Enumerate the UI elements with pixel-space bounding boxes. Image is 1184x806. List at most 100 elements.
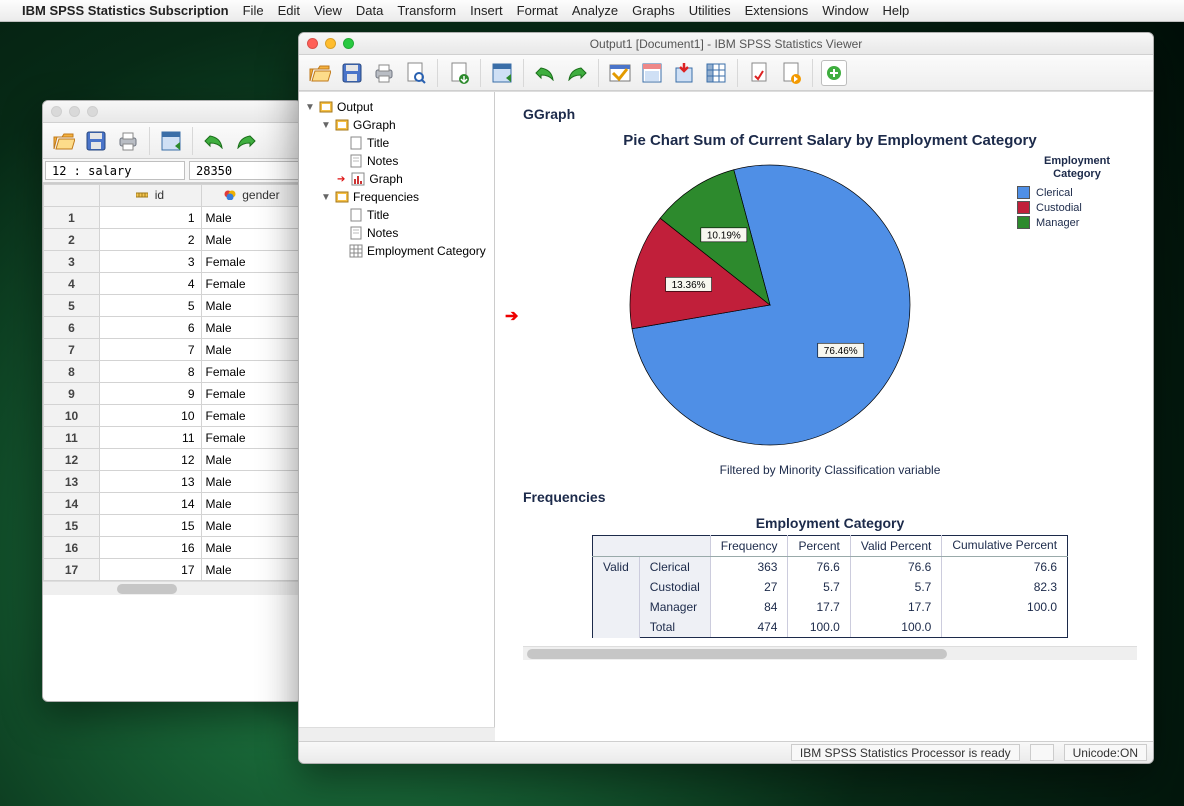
dialog-recall-button[interactable] (607, 60, 633, 86)
row-header[interactable]: 11 (44, 427, 100, 449)
disclosure-triangle-icon[interactable]: ▼ (321, 192, 331, 203)
export-button[interactable] (446, 60, 472, 86)
cell-gender[interactable]: Male (201, 449, 301, 471)
row-header[interactable]: 15 (44, 515, 100, 537)
menubar-item-view[interactable]: View (314, 3, 342, 18)
select-last-button[interactable] (639, 60, 665, 86)
cell-gender[interactable]: Female (201, 383, 301, 405)
redo-button[interactable] (233, 128, 259, 154)
redo-button[interactable] (564, 60, 590, 86)
cell-gender[interactable]: Male (201, 537, 301, 559)
menubar-item-insert[interactable]: Insert (470, 3, 503, 18)
table-row[interactable]: 1313Male (44, 471, 302, 493)
cell-value[interactable]: 28350 (189, 161, 299, 180)
outline-node-title[interactable]: Title (303, 206, 490, 224)
goto-data-button[interactable] (489, 60, 515, 86)
outline-node-notes[interactable]: Notes (303, 152, 490, 170)
table-row[interactable]: 55Male (44, 295, 302, 317)
menubar-item-format[interactable]: Format (517, 3, 558, 18)
outline-node-output[interactable]: ▼ Output (303, 98, 490, 116)
cell-id[interactable]: 12 (100, 449, 202, 471)
menubar-item-extensions[interactable]: Extensions (745, 3, 809, 18)
open-button[interactable] (307, 60, 333, 86)
table-row[interactable]: 1616Male (44, 537, 302, 559)
frequencies-table[interactable]: Frequency Percent Valid Percent Cumulati… (592, 535, 1068, 638)
run-script-button[interactable] (778, 60, 804, 86)
cell-gender[interactable]: Female (201, 361, 301, 383)
cell-gender[interactable]: Male (201, 471, 301, 493)
cell-id[interactable]: 6 (100, 317, 202, 339)
table-row[interactable]: 11Male (44, 207, 302, 229)
row-header[interactable]: 12 (44, 449, 100, 471)
add-button[interactable] (821, 60, 847, 86)
save-button[interactable] (339, 60, 365, 86)
menubar-item-analyze[interactable]: Analyze (572, 3, 618, 18)
minimize-icon[interactable] (69, 106, 80, 117)
cell-id[interactable]: 16 (100, 537, 202, 559)
table-row[interactable]: 1515Male (44, 515, 302, 537)
canvas-horizontal-scrollbar[interactable] (523, 646, 1137, 660)
freq-table-row[interactable]: Manager8417.717.7100.0 (592, 597, 1067, 617)
cell-gender[interactable]: Male (201, 295, 301, 317)
output-canvas[interactable]: GGraph Pie Chart Sum of Current Salary b… (495, 92, 1153, 741)
output-outline[interactable]: ▼ Output ▼ GGraph Title Notes ➔Graph ▼ F… (299, 92, 495, 727)
row-header[interactable]: 5 (44, 295, 100, 317)
outline-horizontal-scrollbar[interactable] (299, 727, 495, 741)
table-row[interactable]: 44Female (44, 273, 302, 295)
cell-id[interactable]: 1 (100, 207, 202, 229)
undo-button[interactable] (201, 128, 227, 154)
cell-id[interactable]: 7 (100, 339, 202, 361)
table-row[interactable]: 1111Female (44, 427, 302, 449)
menubar-app-name[interactable]: IBM SPSS Statistics Subscription (22, 3, 229, 18)
cell-gender[interactable]: Male (201, 207, 301, 229)
row-header[interactable]: 6 (44, 317, 100, 339)
minimize-icon[interactable] (325, 38, 336, 49)
cell-id[interactable]: 10 (100, 405, 202, 427)
row-header[interactable]: 2 (44, 229, 100, 251)
row-header[interactable]: 7 (44, 339, 100, 361)
menubar-item-transform[interactable]: Transform (397, 3, 456, 18)
open-button[interactable] (51, 128, 77, 154)
table-row[interactable]: 1212Male (44, 449, 302, 471)
print-preview-button[interactable] (403, 60, 429, 86)
outline-node-frequencies[interactable]: ▼ Frequencies (303, 188, 490, 206)
outline-node-graph[interactable]: ➔Graph (303, 170, 490, 188)
table-row[interactable]: 99Female (44, 383, 302, 405)
cell-id[interactable]: 11 (100, 427, 202, 449)
cell-gender[interactable]: Male (201, 317, 301, 339)
cell-id[interactable]: 17 (100, 559, 202, 581)
cell-id[interactable]: 14 (100, 493, 202, 515)
row-header[interactable]: 4 (44, 273, 100, 295)
row-header[interactable]: 1 (44, 207, 100, 229)
zoom-icon[interactable] (87, 106, 98, 117)
row-header[interactable]: 10 (44, 405, 100, 427)
close-icon[interactable] (307, 38, 318, 49)
table-row[interactable]: 33Female (44, 251, 302, 273)
table-row[interactable]: 1414Male (44, 493, 302, 515)
cell-id[interactable]: 15 (100, 515, 202, 537)
table-row[interactable]: 22Male (44, 229, 302, 251)
data-horizontal-scrollbar[interactable] (43, 581, 301, 595)
menubar-item-graphs[interactable]: Graphs (632, 3, 675, 18)
designate-window-button[interactable] (746, 60, 772, 86)
cell-id[interactable]: 9 (100, 383, 202, 405)
row-header[interactable]: 3 (44, 251, 100, 273)
cell-gender[interactable]: Male (201, 559, 301, 581)
goto-button[interactable] (158, 128, 184, 154)
cell-id[interactable]: 8 (100, 361, 202, 383)
cell-id[interactable]: 3 (100, 251, 202, 273)
cell-id[interactable]: 5 (100, 295, 202, 317)
table-row[interactable]: 66Male (44, 317, 302, 339)
cell-gender[interactable]: Male (201, 229, 301, 251)
outline-node-emp-cat[interactable]: Employment Category (303, 242, 490, 260)
save-button[interactable] (83, 128, 109, 154)
cell-gender[interactable]: Female (201, 251, 301, 273)
table-row[interactable]: 1010Female (44, 405, 302, 427)
data-grid[interactable]: id gender 11Male22Male33Female44Female55… (43, 184, 301, 581)
menubar-item-data[interactable]: Data (356, 3, 383, 18)
menubar-item-file[interactable]: File (243, 3, 264, 18)
close-icon[interactable] (51, 106, 62, 117)
variables-button[interactable] (703, 60, 729, 86)
cell-gender[interactable]: Male (201, 515, 301, 537)
disclosure-triangle-icon[interactable]: ▼ (305, 102, 315, 113)
